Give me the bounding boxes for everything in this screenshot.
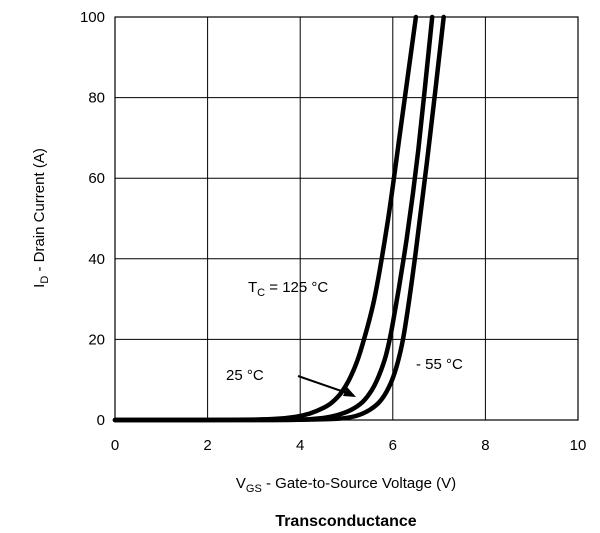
x-tick-label: 10 (570, 437, 587, 454)
y-axis-label: ID - Drain Current (A) (31, 148, 51, 288)
annotation-minus55c: - 55 °C (416, 356, 463, 373)
annotation-25c-arrowhead (343, 387, 356, 397)
y-tick-label: 80 (88, 90, 105, 107)
y-tick-label: 20 (88, 331, 105, 348)
x-tick-label: 4 (296, 437, 304, 454)
x-axis-label: VGS - Gate-to-Source Voltage (V) (236, 475, 456, 495)
annotation-125c: TC = 125 °C (248, 279, 328, 299)
plot-frame (114, 16, 579, 421)
curve-125c (112, 14, 419, 423)
curve-25c (112, 14, 435, 423)
chart-title: Transconductance (275, 513, 416, 530)
x-tick-labels: 0 2 4 6 8 10 (111, 437, 587, 454)
curve-group (112, 14, 446, 423)
x-tick-label: 2 (203, 437, 211, 454)
y-tick-label: 100 (80, 9, 105, 26)
grid-lines (114, 16, 579, 421)
y-tick-labels: 0 20 40 60 80 100 (80, 9, 105, 429)
x-tick-label: 6 (389, 437, 397, 454)
annotation-25c: 25 °C (226, 367, 264, 384)
y-tick-label: 0 (97, 412, 105, 429)
y-tick-label: 60 (88, 170, 105, 187)
x-tick-label: 0 (111, 437, 119, 454)
annotation-25c-arrow-line (297, 375, 351, 395)
y-tick-label: 40 (88, 251, 105, 268)
x-tick-label: 8 (481, 437, 489, 454)
curve-minus55c (112, 14, 446, 423)
